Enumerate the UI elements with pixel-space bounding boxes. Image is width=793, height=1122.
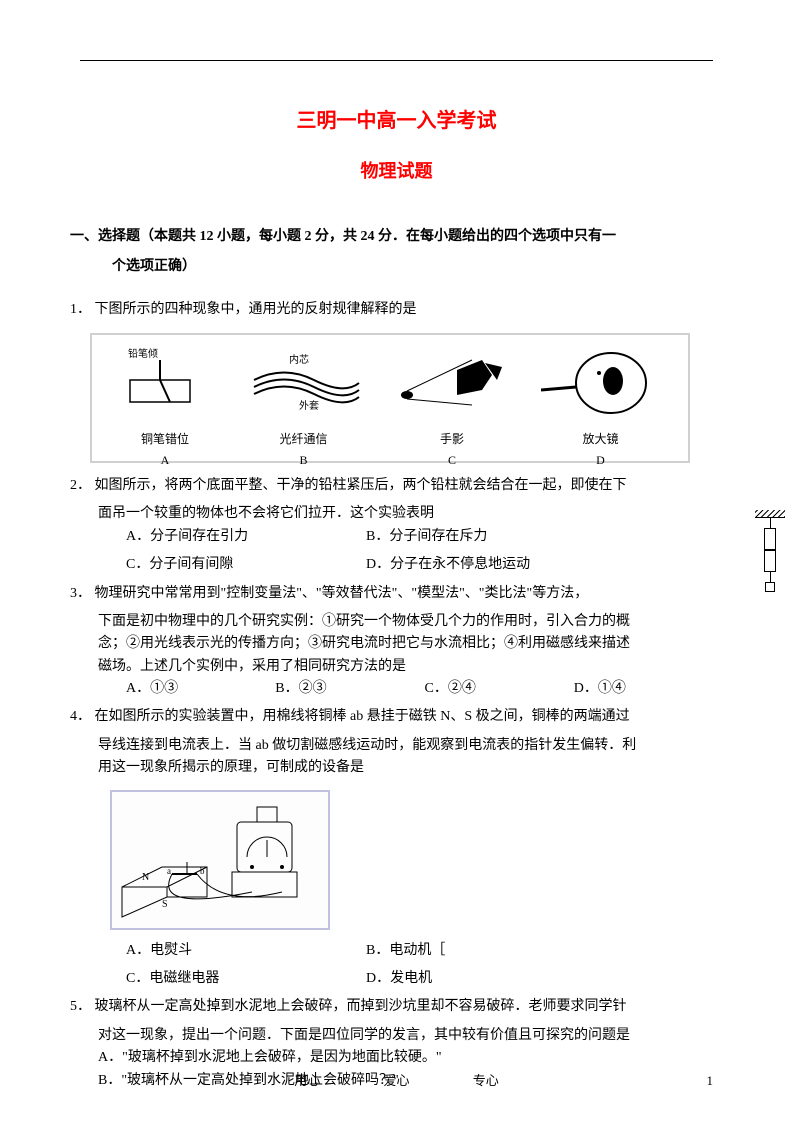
exam-title: 三明一中高一入学考试	[70, 105, 723, 137]
q2-text: 如图所示，将两个底面平整、干净的铅柱紧压后，两个铅柱就会结合在一起，即使在下	[95, 478, 627, 493]
fig-a-toplabel: 铅笔倾	[128, 347, 158, 360]
q3-line3: 念；②用光线表示光的传播方向；③研究电流时把它与水流相比；④利用磁感线来描述	[70, 633, 723, 655]
fig-a-caption: 铜笔错位	[100, 430, 230, 449]
footer-word-2: 爱心	[383, 1073, 409, 1088]
q1-figure-panel: 铅笔倾 铜笔错位 A 内芯 外套 光纤通信 B	[90, 333, 690, 463]
fig-b-outer: 外套	[299, 399, 319, 412]
q4-options-row2: C．电磁继电器 D．发电机	[70, 968, 723, 990]
q2-lead-cylinder-diagram	[755, 510, 785, 620]
question-3: 3． 物理研究中常常用到"控制变量法"、"等效替代法"、"模型法"、"类比法"等…	[70, 583, 723, 605]
fig-d-letter: D	[531, 451, 671, 470]
q1-number: 1．	[70, 302, 91, 317]
hand-shadow-icon	[377, 343, 527, 428]
fig-b-letter: B	[234, 451, 374, 470]
q4-line2: 导线连接到电流表上．当 ab 做切割磁感线运动时，能观察到电流表的指针发生偏转．…	[70, 735, 723, 757]
svg-text:S: S	[162, 899, 168, 910]
q3-text: 物理研究中常常用到"控制变量法"、"等效替代法"、"模型法"、"类比法"等方法，	[95, 586, 589, 601]
q4-opt-d: D．发电机	[366, 968, 606, 990]
fig-b-inner: 内芯	[289, 353, 309, 366]
electromagnetic-induction-icon: N S a b	[112, 792, 328, 928]
q2-opt-c: C．分子间有间隙	[126, 554, 366, 576]
header-rule	[80, 60, 713, 61]
exam-subject: 物理试题	[70, 157, 723, 186]
q4-text: 在如图所示的实验装置中，用棉线将铜棒 ab 悬挂于磁铁 N、S 极之间，铜棒的两…	[95, 709, 630, 724]
q2-opt-a: A．分子间存在引力	[126, 526, 366, 548]
q2-options-row1: A．分子间存在引力 B．分子间存在斥力	[70, 526, 723, 548]
q3-number: 3．	[70, 586, 91, 601]
q3-opt-b: B．②③	[275, 678, 424, 700]
svg-text:N: N	[142, 872, 149, 883]
q2-options-row2: C．分子间有间隙 D．分子在永不停息地运动	[70, 554, 723, 576]
q3-opt-d: D．①④	[574, 678, 723, 700]
ceiling-hatch-icon	[755, 510, 785, 518]
footer-word-1: 用心	[294, 1073, 320, 1088]
fig-c-letter: C	[377, 451, 527, 470]
q4-options-row1: A．电熨斗 B．电动机［	[70, 940, 723, 962]
cylinder-top	[764, 528, 776, 550]
page-number: 1	[707, 1071, 714, 1092]
q1-text: 下图所示的四种现象中，通用光的反射规律解释的是	[95, 302, 417, 317]
q4-opt-c: C．电磁继电器	[126, 968, 366, 990]
q4-experiment-diagram: N S a b	[110, 790, 330, 930]
weight-box	[765, 582, 775, 592]
section-1-header-cont: 个选项正确）	[70, 256, 723, 278]
q2-number: 2．	[70, 478, 91, 493]
question-1: 1． 下图所示的四种现象中，通用光的反射规律解释的是	[70, 299, 723, 321]
q5-opt-a: A．"玻璃杯掉到水泥地上会破碎，是因为地面比较硬。"	[70, 1047, 723, 1069]
fiber-optic-icon: 内芯 外套	[234, 343, 374, 428]
svg-text:b: b	[200, 866, 205, 876]
question-5: 5． 玻璃杯从一定高处掉到水泥地上会破碎，而掉到沙坑里却不容易破碎．老师要求同学…	[70, 996, 723, 1018]
q1-fig-b: 内芯 外套 光纤通信 B	[234, 343, 374, 470]
wire-line	[770, 518, 771, 528]
fig-c-caption: 手影	[377, 430, 527, 449]
fig-b-caption: 光纤通信	[234, 430, 374, 449]
footer-word-3: 专心	[473, 1073, 499, 1088]
q3-options: A．①③ B．②③ C．②④ D．①④	[70, 678, 723, 700]
q4-opt-a: A．电熨斗	[126, 940, 366, 962]
question-2: 2． 如图所示，将两个底面平整、干净的铅柱紧压后，两个铅柱就会结合在一起，即使在…	[70, 475, 723, 497]
q1-fig-d: 放大镜 D	[531, 343, 671, 470]
section-1-header: 一、选择题（本题共 12 小题，每小题 2 分，共 24 分．在每小题给出的四个…	[70, 226, 723, 248]
q3-opt-c: C．②④	[425, 678, 574, 700]
q4-opt-b: B．电动机［	[366, 940, 606, 962]
cylinder-bottom	[764, 550, 776, 572]
svg-text:a: a	[167, 866, 171, 876]
q1-fig-c: 手影 C	[377, 343, 527, 470]
q2-opt-d: D．分子在永不停息地运动	[366, 554, 606, 576]
wire-line-2	[770, 572, 771, 582]
q4-line3: 用这一现象所揭示的原理，可制成的设备是	[70, 757, 723, 779]
fig-d-caption: 放大镜	[531, 430, 671, 449]
q3-line2: 下面是初中物理中的几个研究实例：①研究一个物体受几个力的作用时，引入合力的概	[70, 611, 723, 633]
q3-line4: 磁场。上述几个实例中，采用了相同研究方法的是	[70, 656, 723, 678]
q3-opt-a: A．①③	[126, 678, 275, 700]
q4-number: 4．	[70, 709, 91, 724]
q5-line2: 对这一现象，提出一个问题．下面是四位同学的发言，其中较有价值且可探究的问题是	[70, 1025, 723, 1047]
q5-text: 玻璃杯从一定高处掉到水泥地上会破碎，而掉到沙坑里却不容易破碎．老师要求同学针	[95, 999, 627, 1014]
page-footer: 用心 爱心 专心	[0, 1071, 793, 1092]
q5-number: 5．	[70, 999, 91, 1014]
fig-a-letter: A	[100, 451, 230, 470]
q1-fig-a: 铅笔倾 铜笔错位 A	[100, 343, 230, 470]
pencil-refraction-icon: 铅笔倾	[100, 343, 230, 428]
q2-opt-b: B．分子间存在斥力	[366, 526, 606, 548]
q2-line2: 面吊一个较重的物体也不会将它们拉开．这个实验表明	[70, 503, 723, 525]
magnifier-icon	[531, 343, 671, 428]
question-4: 4． 在如图所示的实验装置中，用棉线将铜棒 ab 悬挂于磁铁 N、S 极之间，铜…	[70, 706, 723, 728]
